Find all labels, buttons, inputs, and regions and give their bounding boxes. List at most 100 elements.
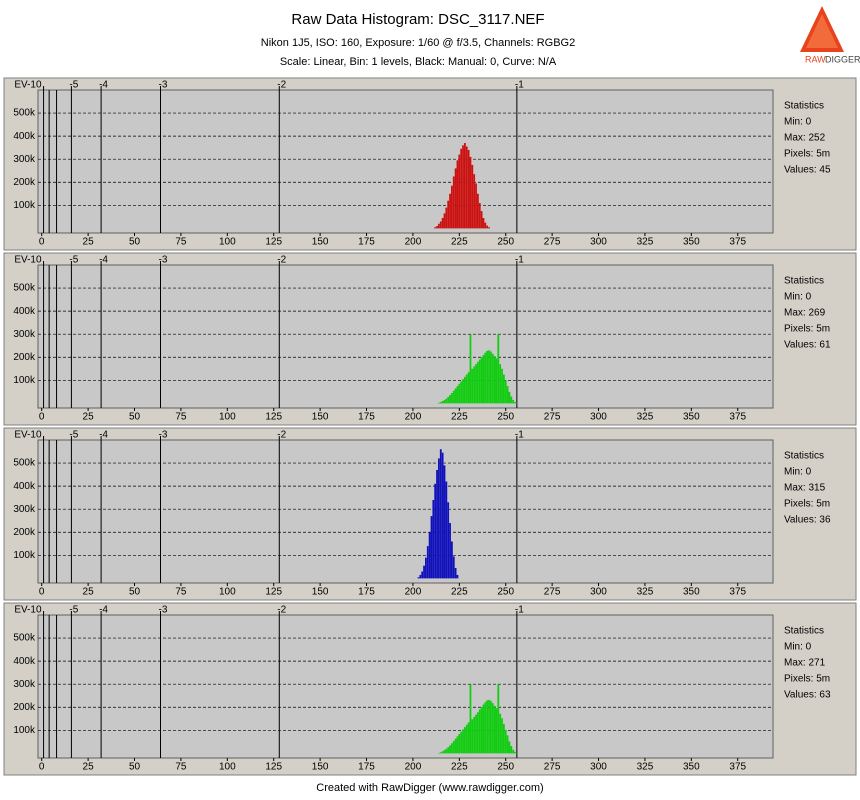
- x-tick-label: 250: [497, 762, 514, 773]
- histogram-bar: [514, 751, 516, 754]
- x-tick-label: 100: [219, 412, 236, 423]
- histogram-bar: [419, 574, 422, 579]
- statistics-line: Min: 0: [784, 292, 812, 303]
- histogram-bar: [441, 218, 444, 229]
- histogram-bar: [462, 729, 464, 754]
- y-tick-label: 200k: [13, 527, 36, 538]
- x-tick-label: 150: [312, 412, 329, 423]
- y-tick-label: 200k: [13, 702, 36, 713]
- ev-tick-label: EV-10: [14, 255, 42, 266]
- histogram-bar: [476, 193, 479, 229]
- histogram-bar: [469, 334, 472, 404]
- histogram-bar: [508, 741, 511, 754]
- histogram-bar: [489, 351, 492, 404]
- histogram-bar: [486, 225, 489, 229]
- histogram-bar: [451, 541, 453, 579]
- x-tick-label: 125: [265, 412, 282, 423]
- ev-tick-label: -1: [515, 605, 524, 616]
- histogram-bar: [484, 702, 487, 754]
- histogram-bar: [447, 396, 450, 404]
- y-tick-label: 300k: [13, 329, 36, 340]
- histogram-bar: [425, 557, 427, 579]
- histogram-bar: [463, 727, 466, 754]
- x-tick-label: 50: [129, 587, 141, 598]
- histogram-bar: [439, 402, 442, 404]
- histogram-bar: [456, 736, 459, 754]
- histogram-bar: [454, 568, 457, 579]
- plot-area: [37, 89, 774, 234]
- histogram-bar: [462, 379, 464, 404]
- x-tick-label: 275: [544, 237, 561, 248]
- histogram-bar: [449, 745, 451, 754]
- histogram-bar: [504, 729, 507, 754]
- histogram-bar: [489, 700, 492, 754]
- statistics-line: Values: 63: [784, 690, 831, 701]
- histogram-bar: [493, 356, 496, 404]
- histogram-bar: [443, 399, 446, 404]
- plot-area: [37, 614, 774, 759]
- statistics-line: Max: 269: [784, 308, 826, 319]
- statistics-line: Statistics: [784, 276, 824, 287]
- histogram-bar: [495, 708, 498, 754]
- y-tick-label: 400k: [13, 306, 36, 317]
- x-tick-label: 225: [451, 412, 468, 423]
- x-tick-label: 150: [312, 237, 329, 248]
- histogram-bar: [473, 366, 476, 404]
- histogram-bar: [445, 207, 448, 229]
- y-tick-label: 400k: [13, 481, 36, 492]
- histogram-bar: [451, 743, 453, 754]
- histogram-bar: [417, 577, 420, 579]
- x-tick-label: 100: [219, 762, 236, 773]
- x-tick-label: 300: [590, 237, 607, 248]
- statistics-line: Statistics: [784, 626, 824, 637]
- histogram-bar: [426, 546, 429, 579]
- histogram-bar: [478, 203, 481, 229]
- histogram-bar: [491, 703, 494, 754]
- x-tick-label: 200: [405, 412, 422, 423]
- histogram-bar: [475, 183, 477, 229]
- histogram-bar: [434, 227, 437, 229]
- y-tick-label: 500k: [13, 108, 36, 119]
- statistics-line: Pixels: 5m: [784, 499, 830, 510]
- histogram-bar: [447, 747, 450, 754]
- statistics-line: Values: 45: [784, 165, 831, 176]
- statistics-line: Min: 0: [784, 117, 812, 128]
- statistics-line: Max: 252: [784, 133, 826, 144]
- ev-tick-label: -1: [515, 255, 524, 266]
- x-tick-label: 350: [683, 237, 700, 248]
- x-tick-label: 225: [451, 237, 468, 248]
- statistics-line: Values: 61: [784, 340, 831, 351]
- x-tick-label: 100: [219, 587, 236, 598]
- histogram-bar: [447, 502, 450, 579]
- histogram-bar: [438, 402, 440, 404]
- histogram-bar: [488, 227, 490, 229]
- histogram-bar: [432, 499, 435, 579]
- histogram-bar: [456, 386, 459, 404]
- subtitle: Nikon 1J5, ISO: 160, Exposure: 1/60 @ f/…: [261, 37, 575, 49]
- histogram-bar: [510, 396, 513, 404]
- ev-tick-label: -3: [159, 255, 168, 266]
- histogram-bar: [454, 168, 457, 229]
- histogram-bar: [428, 532, 431, 579]
- histogram-bar: [436, 469, 438, 579]
- histogram-bar: [423, 565, 425, 579]
- x-tick-label: 325: [637, 237, 654, 248]
- histogram-bar: [501, 718, 503, 754]
- histogram-bar: [452, 390, 455, 404]
- x-tick-label: 125: [265, 587, 282, 598]
- y-tick-label: 300k: [13, 504, 36, 515]
- histogram-bar: [447, 200, 450, 229]
- histogram-bar: [465, 374, 468, 404]
- histogram-bar: [514, 402, 516, 404]
- histogram-bar: [484, 222, 487, 229]
- x-tick-label: 275: [544, 762, 561, 773]
- ev-tick-label: -2: [277, 605, 286, 616]
- ev-tick-label: EV-10: [14, 80, 42, 91]
- statistics-line: Max: 315: [784, 483, 826, 494]
- histogram-bar: [439, 449, 442, 579]
- ev-tick-label: -5: [69, 255, 78, 266]
- histogram-bar: [467, 372, 470, 404]
- histogram-bar: [486, 700, 489, 754]
- x-tick-label: 325: [637, 762, 654, 773]
- histogram-bar: [443, 750, 446, 754]
